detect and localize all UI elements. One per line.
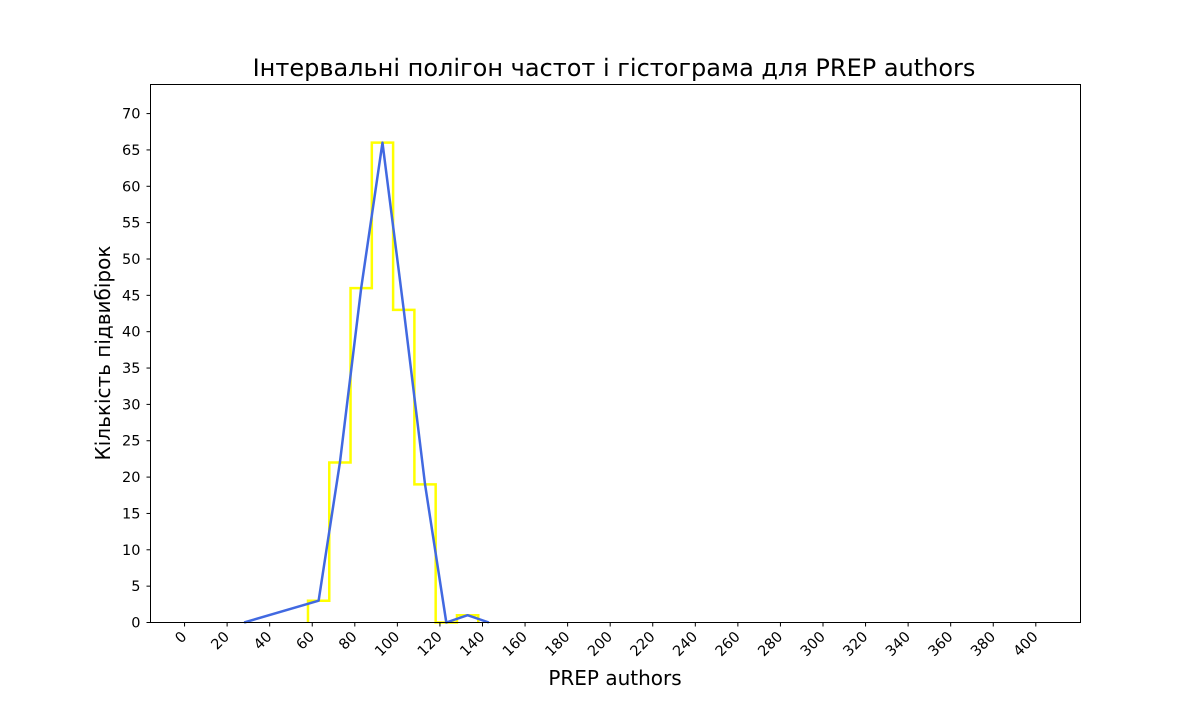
histogram-bar bbox=[393, 310, 414, 623]
x-tick-label: 180 bbox=[543, 629, 574, 660]
y-tick-label: 45 bbox=[122, 288, 140, 304]
x-tick-label: 240 bbox=[670, 629, 701, 660]
x-tick-label: 80 bbox=[336, 629, 360, 653]
y-tick-label: 10 bbox=[122, 543, 140, 559]
chart-title: Інтервальні полігон частот і гістограма … bbox=[253, 54, 976, 82]
y-tick-label: 70 bbox=[122, 107, 140, 123]
x-tick-label: 140 bbox=[457, 629, 488, 660]
x-tick-label: 120 bbox=[415, 629, 446, 660]
x-tick-label: 300 bbox=[798, 629, 829, 660]
y-axis-label: Кількість підвибірок bbox=[91, 246, 115, 461]
x-tick-label: 20 bbox=[209, 629, 233, 653]
x-tick-label: 360 bbox=[926, 629, 957, 660]
x-tick-label: 100 bbox=[372, 629, 403, 660]
x-axis-ticks: 0 20 40 60 80 100 120 140 160 180 200 220 240 260 280 3… bbox=[173, 622, 1042, 660]
histogram-bar bbox=[414, 484, 435, 622]
histogram-bar bbox=[329, 463, 350, 623]
y-tick-label: 20 bbox=[122, 470, 140, 486]
x-tick-label: 380 bbox=[968, 629, 999, 660]
x-tick-label: 400 bbox=[1011, 629, 1042, 660]
y-tick-label: 40 bbox=[122, 325, 140, 341]
histogram-layer bbox=[306, 141, 480, 624]
x-tick-label: 0 bbox=[173, 629, 191, 647]
y-tick-label: 25 bbox=[122, 434, 140, 450]
histogram-bar bbox=[372, 143, 393, 623]
y-axis-ticks: 0 5 10 15 20 25 30 35 40 45 50 55 60 65 70 bbox=[122, 107, 151, 632]
x-tick-label: 320 bbox=[840, 629, 871, 660]
x-tick-label: 220 bbox=[628, 629, 659, 660]
y-tick-label: 50 bbox=[122, 252, 140, 268]
x-tick-label: 160 bbox=[500, 629, 531, 660]
y-tick-label: 15 bbox=[122, 506, 140, 522]
x-tick-label: 260 bbox=[713, 629, 744, 660]
x-tick-label: 200 bbox=[585, 629, 616, 660]
x-axis-label: PREP authors bbox=[548, 666, 681, 690]
y-tick-label: 30 bbox=[122, 397, 140, 413]
x-tick-label: 40 bbox=[251, 629, 275, 653]
y-tick-label: 65 bbox=[122, 143, 140, 159]
y-tick-label: 0 bbox=[131, 616, 140, 632]
x-tick-label: 340 bbox=[883, 629, 914, 660]
histogram-outline bbox=[306, 141, 480, 624]
y-tick-label: 55 bbox=[122, 216, 140, 232]
x-tick-label: 280 bbox=[755, 629, 786, 660]
plot-area-frame bbox=[150, 84, 1081, 623]
frequency-polygon-layer bbox=[243, 141, 490, 624]
y-tick-label: 5 bbox=[131, 579, 140, 595]
y-tick-label: 60 bbox=[122, 179, 140, 195]
x-tick-label: 60 bbox=[294, 629, 318, 653]
y-tick-label: 35 bbox=[122, 361, 140, 377]
frequency-polygon-line bbox=[243, 141, 490, 624]
histogram-bar bbox=[351, 288, 372, 622]
